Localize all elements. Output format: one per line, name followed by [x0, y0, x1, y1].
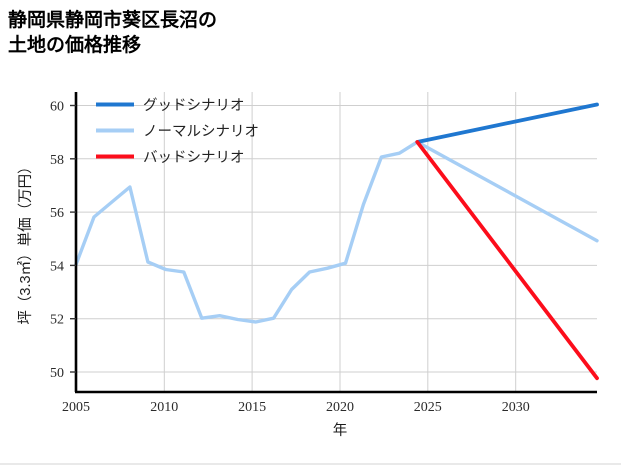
- y-tick-label-52: 52: [50, 313, 64, 328]
- y-axis-title: 坪（3.3㎡）単価（万円）: [17, 159, 34, 324]
- series-line-good: [415, 102, 599, 144]
- chart-legend: グッドシナリオ ノーマルシナリオ バッドシナリオ: [96, 97, 259, 166]
- x-tick-label-2025: 2025: [414, 400, 442, 415]
- series-line-bad: [415, 140, 599, 381]
- y-tick-label-56: 56: [50, 206, 64, 221]
- legend-label-good: グッドシナリオ: [143, 97, 245, 114]
- bottom-divider: [0, 463, 621, 465]
- x-tick-label-2005: 2005: [62, 400, 90, 415]
- y-tick-label-58: 58: [50, 153, 64, 168]
- legend-label-normal: ノーマルシナリオ: [143, 124, 259, 140]
- chart-title: 静岡県静岡市葵区長沼の 土地の価格推移: [8, 10, 218, 56]
- x-tick-label-2030: 2030: [502, 400, 530, 415]
- plot-background: [76, 92, 597, 392]
- x-axis-title: 年: [333, 422, 348, 439]
- y-tick-label-54: 54: [50, 259, 64, 274]
- x-gridlines: [163, 92, 517, 392]
- legend-label-bad: バッドシナリオ: [143, 150, 245, 166]
- x-tick-label-2020: 2020: [326, 400, 354, 415]
- x-tick-label-2010: 2010: [150, 400, 178, 415]
- x-tick-label-2015: 2015: [238, 400, 266, 415]
- series-line-normal: [74, 140, 599, 324]
- y-tick-label-60: 60: [50, 100, 64, 115]
- y-tick-marks: [70, 104, 76, 373]
- y-tick-label-50: 50: [50, 366, 64, 381]
